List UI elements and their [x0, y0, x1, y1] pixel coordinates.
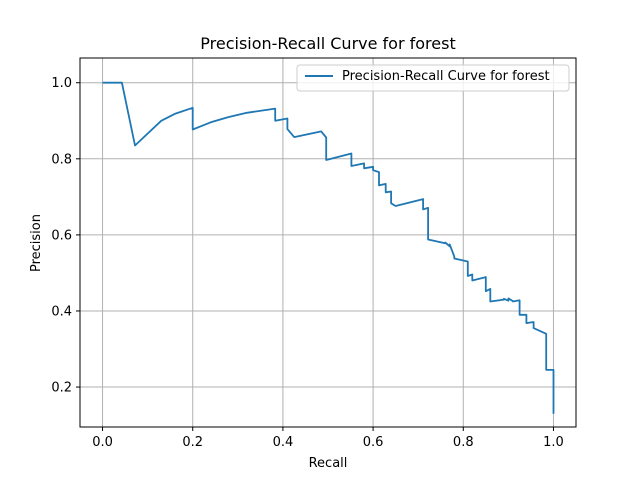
series-layer	[102, 81, 555, 414]
y-tick-label: 0.2	[51, 381, 72, 396]
plot-frame	[79, 57, 577, 428]
chart-title: Precision-Recall Curve for forest	[200, 34, 455, 53]
x-tick-label: 0.8	[453, 435, 474, 450]
y-axis-label: Precision	[29, 214, 44, 272]
x-tick-label: 0.2	[182, 435, 203, 450]
x-tick-label: 0.0	[92, 435, 113, 450]
x-tick-label: 0.6	[363, 435, 384, 450]
legend-box	[296, 64, 570, 92]
legend: Precision-Recall Curve for forest	[296, 64, 570, 92]
y-tick-label: 0.4	[51, 304, 72, 319]
legend-label: Precision-Recall Curve for forest	[342, 69, 550, 84]
x-axis-label: Recall	[309, 456, 348, 471]
series-line-0	[102, 81, 555, 414]
x-tick-label: 1.0	[543, 435, 564, 450]
y-tick-label: 0.8	[51, 152, 72, 167]
x-ticks: 0.0 0.2 0.4 0.6 0.8 1.0	[92, 427, 564, 450]
y-tick-label: 1.0	[51, 76, 72, 91]
y-ticks: 0.2 0.4 0.6 0.8 1.0	[51, 76, 80, 396]
x-tick-label: 0.4	[273, 435, 294, 450]
y-tick-label: 0.6	[51, 228, 72, 243]
